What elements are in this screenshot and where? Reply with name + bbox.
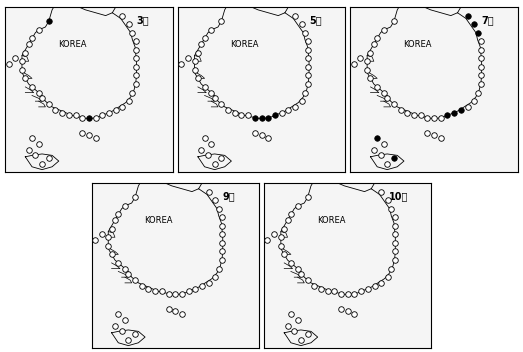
Text: 9월: 9월 [223,191,235,202]
Text: 3월: 3월 [137,15,149,26]
Text: 5월: 5월 [309,15,322,26]
Text: KOREA: KOREA [403,40,431,49]
Text: KOREA: KOREA [144,216,173,225]
Text: KOREA: KOREA [317,216,345,225]
Text: 7월: 7월 [482,15,494,26]
Text: KOREA: KOREA [58,40,86,49]
Text: 10월: 10월 [389,191,408,202]
Text: KOREA: KOREA [231,40,259,49]
